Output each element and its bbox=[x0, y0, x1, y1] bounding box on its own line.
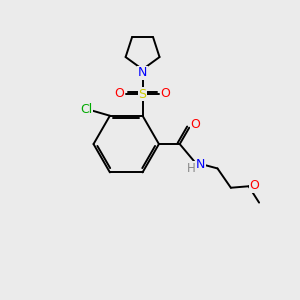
Text: S: S bbox=[139, 88, 147, 101]
Text: N: N bbox=[138, 66, 147, 80]
Text: O: O bbox=[160, 87, 170, 100]
Text: O: O bbox=[250, 179, 260, 192]
Text: N: N bbox=[196, 158, 205, 171]
Text: H: H bbox=[187, 162, 196, 175]
Text: O: O bbox=[190, 118, 200, 131]
Text: Cl: Cl bbox=[80, 103, 92, 116]
Text: O: O bbox=[115, 87, 124, 100]
